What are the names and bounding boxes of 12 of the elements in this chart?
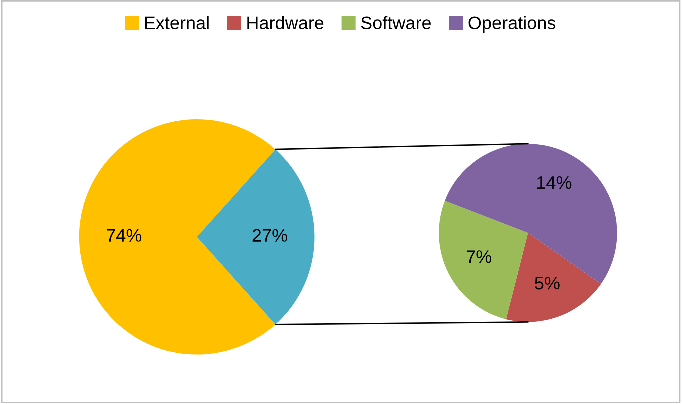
- data-label: 74%: [107, 229, 142, 242]
- data-label: 5%: [535, 277, 560, 290]
- legend-label: Operations: [468, 16, 556, 34]
- data-label: 27%: [252, 229, 288, 242]
- pie-slice: [506, 233, 602, 322]
- pie-slice: [197, 150, 315, 325]
- legend-label: Software: [361, 16, 431, 30]
- data-label: 14%: [538, 176, 572, 190]
- legend-label: Hardware: [248, 16, 324, 30]
- legend-label: External: [145, 16, 209, 30]
- pie-slice: [439, 200, 528, 320]
- data-label: 7%: [466, 250, 492, 264]
